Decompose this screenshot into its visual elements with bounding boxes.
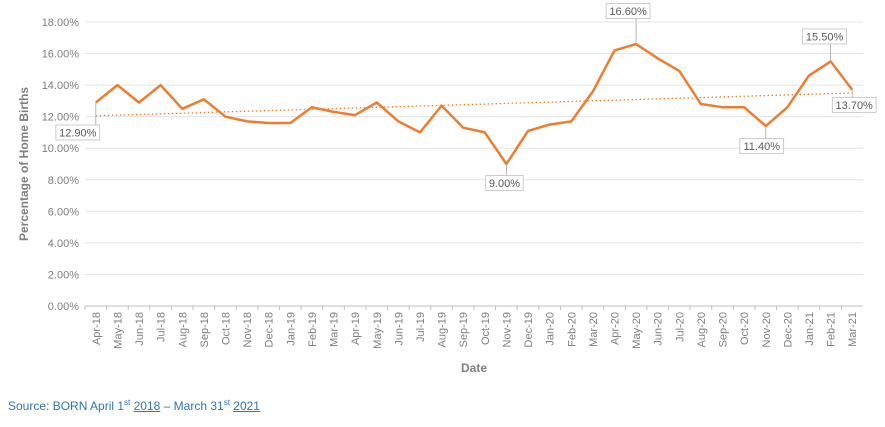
y-axis-title: Percentage of Home Births (17, 87, 31, 241)
y-tick-label: 10.00% (42, 143, 80, 155)
x-tick-label: Mar-20 (588, 312, 600, 347)
line-chart: 0.00% 2.00% 4.00% 6.00% 8.00% 10.00% 12.00% 14.… (17, 3, 877, 375)
callout-label: 16.60% (609, 6, 647, 18)
y-tick-label: 0.00% (48, 301, 79, 313)
callout-box (739, 138, 785, 155)
x-tick-label: Oct-19 (480, 312, 492, 345)
callout-box (605, 3, 651, 19)
x-tick-label: Aug-19 (437, 312, 449, 347)
x-tick-label: Jul-19 (415, 312, 427, 342)
x-tick-label: Dec-18 (264, 312, 276, 347)
x-tick-label: Jul-18 (156, 312, 168, 342)
x-tick-label: Feb-19 (307, 312, 319, 347)
callout-box (831, 96, 877, 113)
source-middle: – March 31 (160, 399, 224, 413)
callout-label: 13.70% (836, 100, 874, 112)
source-sup-1: st (124, 398, 131, 407)
x-tick-label: Jan-19 (285, 312, 297, 346)
y-tick-label: 4.00% (48, 238, 79, 250)
y-tick-label: 2.00% (48, 269, 79, 281)
y-tick-labels: 0.00% 2.00% 4.00% 6.00% 8.00% 10.00% 12.00% 14.… (42, 17, 80, 313)
x-tick-label: Jun-19 (393, 312, 405, 346)
x-tick-label: Dec-19 (523, 312, 535, 347)
x-tick-label: May-19 (372, 312, 384, 349)
callout-label: 9.00% (489, 178, 520, 190)
callout-label: 11.40% (744, 141, 781, 153)
callout-label: 15.50% (806, 31, 844, 43)
source-note: Source: BORN April 1st 2018 – March 31st… (8, 398, 260, 413)
callout-box (55, 124, 101, 141)
x-tick-label: Jan-20 (545, 312, 557, 346)
x-tick-label: Nov-18 (242, 312, 254, 347)
x-tick-label: Sep-18 (199, 312, 211, 347)
x-tick-label: Jun-20 (653, 312, 665, 346)
callout-label: 12.90% (59, 127, 97, 139)
source-year-start[interactable]: 2018 (133, 399, 161, 413)
x-tick-label: May-18 (112, 312, 124, 349)
callout-box (802, 28, 847, 45)
x-tick-label: Nov-19 (501, 312, 513, 347)
x-tick-label: Jan-21 (804, 312, 816, 346)
y-tick-label: 12.00% (42, 112, 80, 124)
data-callouts: 12.90% 9.00% 16.60% 11.40% 15.50% 13.70% (55, 3, 877, 191)
y-tick-label: 16.00% (42, 49, 80, 61)
y-tick-label: 6.00% (48, 206, 79, 218)
x-tick-label: Feb-21 (826, 312, 838, 347)
x-tick-label: Nov-20 (761, 312, 773, 347)
x-tick-labels: Apr-18 May-18 Jun-18 Jul-18 Aug-18 Sep-18 Oct-… (84, 306, 859, 349)
x-tick-label: Apr-18 (91, 312, 103, 345)
source-prefix: Source: BORN April 1 (8, 399, 125, 413)
x-tick-label: Aug-18 (177, 312, 189, 347)
x-tick-label: Jul-20 (674, 312, 686, 342)
x-tick-label: Mar-21 (847, 312, 859, 347)
callout-box (485, 175, 524, 191)
x-tick-label: Oct-20 (739, 312, 751, 345)
source-sup-2: st (223, 398, 230, 407)
x-tick-label: Apr-20 (609, 312, 621, 345)
y-tick-label: 14.00% (42, 80, 80, 92)
source-year-end[interactable]: 2021 (233, 399, 260, 413)
x-axis-title: Date (461, 361, 487, 375)
x-tick-label: Feb-20 (566, 312, 578, 347)
x-tick-label: Mar-19 (329, 312, 341, 347)
x-tick-label: Aug-20 (696, 312, 708, 347)
x-tick-label: Sep-19 (458, 312, 470, 347)
gridlines (85, 21, 863, 275)
x-tick-label: Jun-18 (134, 312, 146, 346)
y-tick-label: 18.00% (42, 17, 80, 29)
series-line (95, 42, 854, 166)
x-tick-label: Sep-20 (718, 312, 730, 347)
x-tick-label: Apr-19 (350, 312, 362, 345)
x-tick-label: Dec-20 (782, 312, 794, 347)
x-tick-label: Oct-18 (220, 312, 232, 345)
y-tick-label: 8.00% (48, 175, 79, 187)
x-tick-label: May-20 (631, 312, 643, 349)
